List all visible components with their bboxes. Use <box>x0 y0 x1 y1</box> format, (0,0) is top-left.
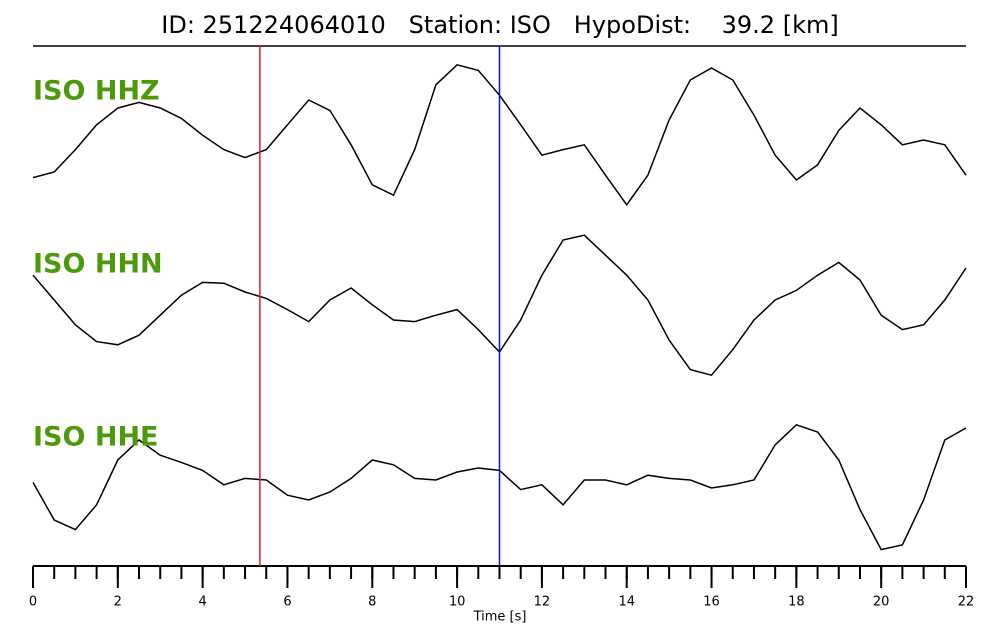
x-tick-label: 10 <box>449 595 466 610</box>
trace-label: ISO HHN <box>33 249 163 280</box>
x-tick-label: 22 <box>958 595 975 610</box>
x-tick-label: 0 <box>29 595 37 610</box>
x-tick-label: 20 <box>873 595 890 610</box>
x-axis-label: Time [s] <box>473 610 527 625</box>
x-tick-label: 8 <box>368 595 376 610</box>
x-tick-label: 16 <box>703 595 720 610</box>
x-tick-label: 4 <box>198 595 206 610</box>
x-tick-label: 2 <box>114 595 122 610</box>
trace-label: ISO HHE <box>33 422 158 453</box>
x-tick-label: 14 <box>618 595 635 610</box>
x-tick-label: 6 <box>283 595 291 610</box>
chart-title: ID: 251224064010 Station: ISO HypoDist: … <box>161 11 838 39</box>
trace-label: ISO HHZ <box>33 76 160 107</box>
x-tick-label: 12 <box>534 595 551 610</box>
x-tick-label: 18 <box>788 595 805 610</box>
